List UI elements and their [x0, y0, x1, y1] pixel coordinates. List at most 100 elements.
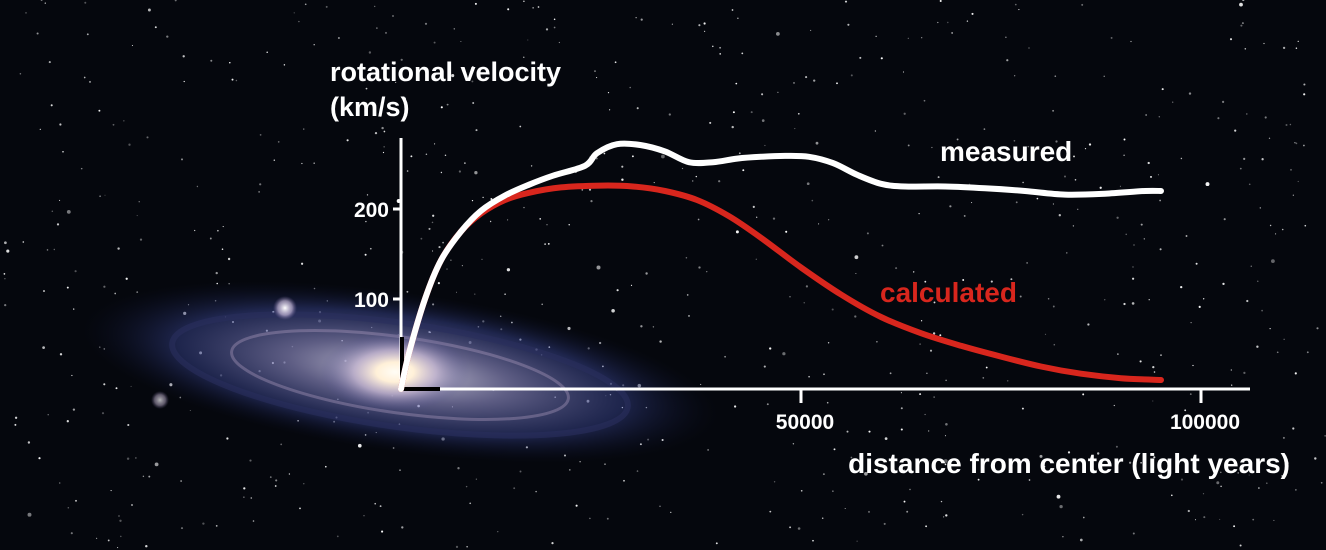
star [810, 29, 812, 31]
star [1256, 345, 1259, 348]
star [1088, 143, 1092, 146]
star [401, 526, 404, 529]
star [174, 0, 177, 2]
star [43, 290, 45, 292]
star [909, 488, 911, 491]
star [1306, 351, 1309, 354]
star [1005, 36, 1007, 38]
star [384, 31, 388, 34]
star [1180, 285, 1183, 289]
star [1110, 36, 1113, 39]
star [196, 185, 199, 188]
star [146, 136, 149, 139]
star [1222, 282, 1225, 286]
star [918, 212, 920, 215]
star [215, 525, 218, 527]
star [53, 248, 55, 251]
star [659, 505, 661, 507]
star [1077, 208, 1079, 210]
star [1217, 117, 1220, 120]
star [1153, 456, 1156, 459]
star [180, 158, 184, 161]
star [963, 214, 966, 217]
star [1147, 161, 1150, 165]
star [117, 247, 120, 250]
star [844, 507, 846, 510]
star [80, 167, 83, 170]
star [115, 387, 118, 390]
star [1242, 0, 1245, 2]
star [1248, 183, 1251, 186]
star [903, 500, 906, 503]
star [850, 74, 853, 77]
star [383, 130, 386, 133]
star [1304, 224, 1307, 227]
star [1241, 22, 1244, 25]
star [506, 268, 511, 272]
star [103, 383, 106, 386]
star [621, 178, 624, 181]
star [636, 470, 639, 472]
star [812, 539, 814, 542]
star [1132, 277, 1135, 280]
star [925, 525, 928, 528]
star [136, 215, 138, 217]
star [27, 441, 31, 444]
star [928, 430, 930, 432]
star [217, 229, 219, 232]
star [773, 481, 776, 483]
star [154, 26, 157, 29]
y-tick-label: 100 [354, 289, 389, 312]
star [808, 375, 810, 378]
star [1044, 333, 1047, 336]
star [363, 515, 365, 517]
star [822, 473, 825, 476]
star [469, 502, 472, 505]
star [1145, 114, 1147, 116]
star [1273, 519, 1275, 521]
star [1252, 518, 1255, 521]
star [864, 471, 868, 476]
star [406, 170, 409, 172]
star [374, 131, 378, 135]
star [252, 520, 255, 522]
star [382, 151, 385, 154]
star [84, 1, 87, 4]
star [1087, 323, 1090, 326]
star [1282, 46, 1286, 50]
star [374, 502, 377, 505]
star [1006, 380, 1009, 382]
star [792, 443, 795, 445]
star [280, 443, 283, 446]
star [432, 214, 435, 217]
star [1261, 158, 1264, 161]
star [844, 0, 848, 3]
star [1115, 445, 1118, 448]
star [1128, 461, 1132, 464]
star [438, 246, 441, 249]
star [1276, 351, 1279, 354]
star [381, 126, 384, 130]
star [406, 106, 408, 108]
star [731, 125, 734, 129]
star [881, 244, 884, 247]
star [337, 36, 340, 40]
star [919, 393, 922, 396]
star [273, 159, 276, 161]
star [697, 218, 700, 221]
star [446, 268, 448, 270]
star [951, 32, 953, 34]
star [59, 482, 61, 484]
star [706, 271, 708, 273]
star [283, 64, 286, 66]
axes [399, 138, 1250, 392]
star [688, 314, 690, 317]
star [1018, 9, 1020, 11]
star [304, 3, 307, 6]
star [596, 77, 598, 79]
star [855, 272, 857, 275]
star [880, 57, 883, 60]
star [1239, 2, 1243, 7]
star [715, 542, 718, 545]
star [455, 291, 458, 293]
